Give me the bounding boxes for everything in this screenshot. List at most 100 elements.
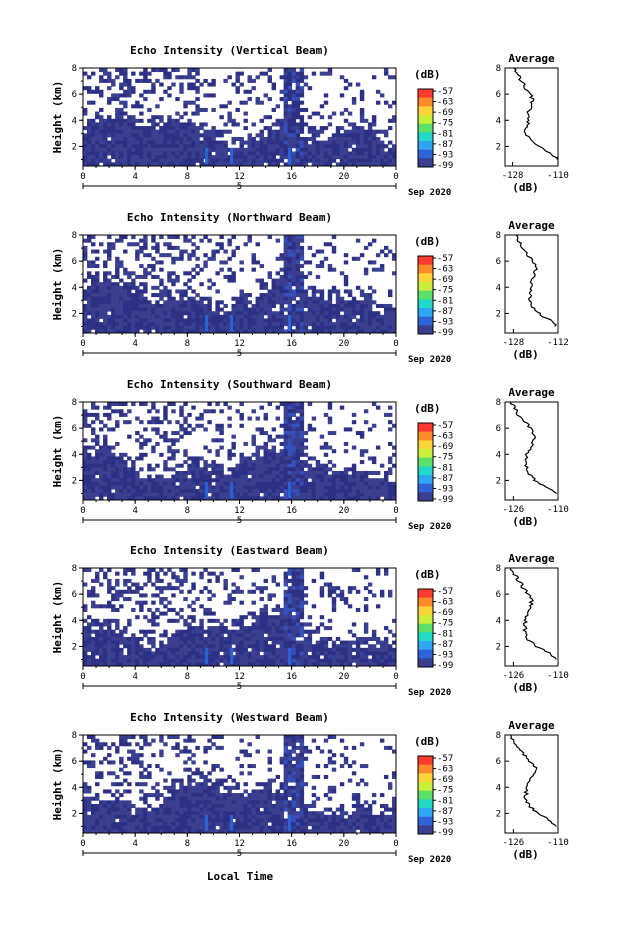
echo-cell [83,640,88,645]
echo-cell [363,604,369,609]
echo-cell [295,274,301,279]
echo-cell [231,136,236,141]
echo-cell [135,470,140,475]
echo-cell [271,311,277,316]
echo-cell [223,162,228,167]
echo-cell [139,629,144,634]
echo-cell [311,140,317,145]
echo-cell [235,158,240,163]
echo-cell [91,405,96,410]
echo-cell [87,136,92,141]
echo-cell [143,329,148,334]
echo-cell [111,658,116,663]
echo-cell [155,586,160,591]
echo-cell [287,140,293,145]
echo-cell [119,100,124,105]
echo-cell [175,489,180,494]
echo-cell [83,238,88,243]
echo-cell [171,644,176,649]
echo-cell [243,463,248,468]
echo-cell [135,314,140,319]
echo-cell [247,238,252,243]
x-tick-label: 4 [132,339,137,349]
echo-cell [107,147,112,152]
echo-cell [215,633,220,638]
echo-cell [251,467,256,472]
echo-cell [87,423,92,428]
echo-cell [299,162,305,167]
echo-cell [151,314,156,319]
echo-cell [291,405,297,410]
echo-cell [211,136,216,141]
echo-cell [135,416,140,421]
echo-cell [167,445,172,450]
echo-cell [107,622,112,627]
echo-cell [251,144,256,149]
echo-cell [299,293,305,298]
echo-cell [283,300,289,305]
echo-cell [203,107,208,112]
echo-cell [183,578,188,583]
colorbar-segment [418,290,433,300]
echo-cell [199,478,204,483]
echo-cell [371,300,377,305]
y-tick-label: 4 [72,450,77,460]
echo-cell [159,597,164,602]
echo-cell [115,474,120,479]
echo-cell [295,322,301,327]
echo-cell [107,582,112,587]
echo-cell [283,647,289,652]
echo-cell [255,496,260,501]
echo-cell [155,571,160,576]
echo-cell [155,496,160,501]
echo-cell [147,147,152,152]
profile-y-tick-label: 2 [496,476,501,486]
echo-cell [115,662,120,667]
echo-cell [147,311,152,316]
echo-cell [179,303,184,308]
echo-cell [311,311,317,316]
echo-cell [219,470,224,475]
echo-cell [347,644,353,649]
echo-cell [279,636,285,641]
echo-cell [191,615,196,620]
echo-cell [275,463,281,468]
echo-cell [179,158,184,163]
echo-cell [187,296,192,301]
echo-cell [307,481,313,486]
echo-cell [239,311,244,316]
echo-cell [143,496,148,501]
echo-cell [287,496,293,501]
echo-cell [283,162,289,167]
echo-cell [191,607,196,612]
echo-cell [119,478,124,483]
echo-cell [287,311,293,316]
echo-cell [307,322,313,327]
echo-cell [319,293,325,298]
echo-cell [151,618,156,623]
echo-cell [327,264,333,269]
echo-cell [347,82,353,87]
echo-cell [119,402,124,407]
echo-cell [147,314,152,319]
echo-cell [155,651,160,656]
echo-cell [279,434,285,439]
echo-cell [263,470,268,475]
echo-cell [359,651,365,656]
echo-cell [347,658,353,663]
echo-cell [355,307,361,312]
echo-cell [231,434,236,439]
echo-cell [235,463,240,468]
echo-cell [331,151,337,156]
echo-cell [259,325,264,330]
echo-cell [315,651,321,656]
echo-cell [291,474,297,479]
echo-cell [267,147,272,152]
echo-cell [103,144,108,149]
echo-cell [111,467,116,472]
echo-cell [91,147,96,152]
echo-cell [347,651,353,656]
echo-cell [259,489,264,494]
echo-cell [251,260,256,265]
echo-cell [87,329,92,334]
